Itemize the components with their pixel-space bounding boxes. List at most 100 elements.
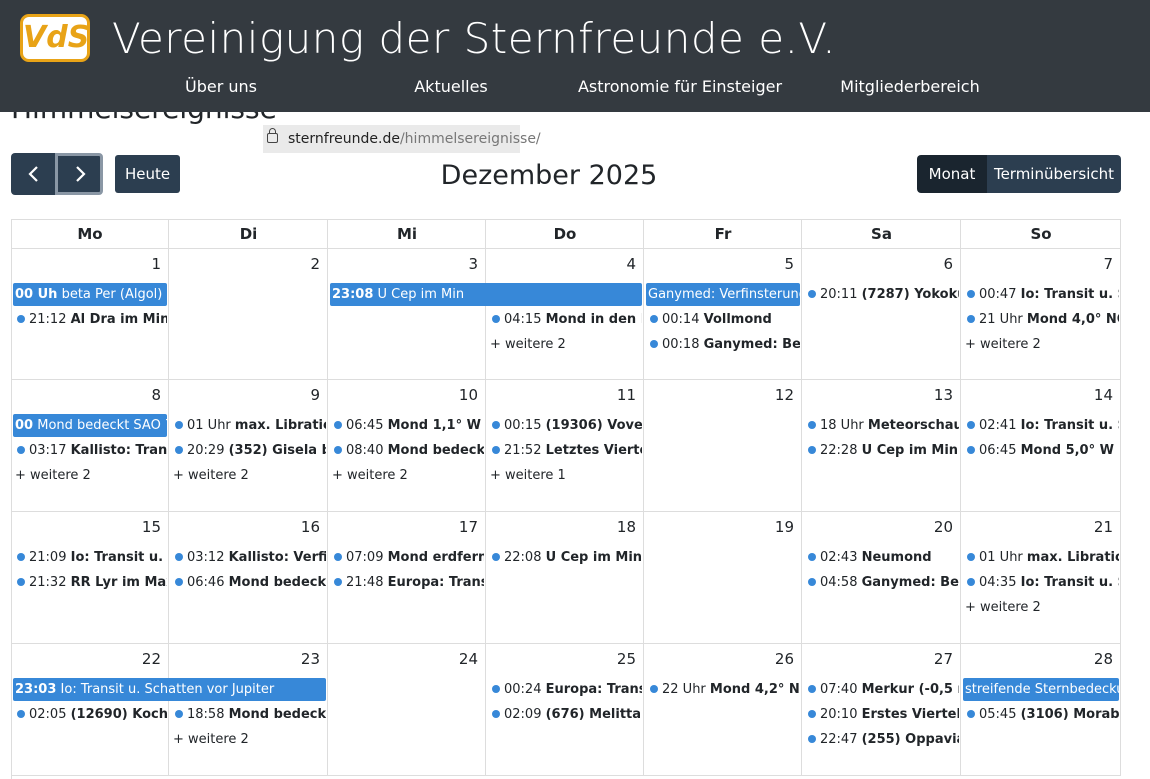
event[interactable]: 00:18 Ganymed: Bedec [650,333,800,356]
day-number[interactable]: 27 [933,650,953,668]
event[interactable]: 21:52 Letztes Viertel [492,439,642,462]
day-number[interactable]: 12 [774,386,794,404]
event[interactable]: 03:17 Kallisto: Transit [17,439,167,462]
logo[interactable]: VdS [20,14,90,62]
more-link[interactable]: + weitere 2 [965,337,1041,352]
day-cell[interactable] [961,249,1121,380]
event[interactable]: 06:45 Mond 1,1° W Re [334,414,484,437]
next-button[interactable] [55,153,103,195]
event[interactable]: 20:11 (7287) Yokokura [808,283,959,306]
more-link[interactable]: + weitere 2 [173,468,249,483]
event[interactable]: 03:12 Kallisto: Verfinst [175,546,326,569]
site-title[interactable]: Vereinigung der Sternfreunde e.V. [112,14,837,63]
event[interactable]: 21 Uhr Mond 4,0° NO [967,308,1119,331]
event-bar[interactable]: Ganymed: Verfinsterung [646,283,800,306]
day-number[interactable]: 21 [1093,518,1113,536]
event[interactable]: 04:35 Io: Transit u. Sch [967,571,1119,594]
event[interactable]: 00:15 (19306) Voves b [492,414,642,437]
event[interactable]: 22:08 U Cep im Min [492,546,642,569]
day-number[interactable]: 6 [943,255,953,273]
event[interactable]: 21:32 RR Lyr im Max [17,571,167,594]
nav-link[interactable]: Mitgliederbereich [840,77,980,96]
day-number[interactable]: 20 [933,518,953,536]
event[interactable]: 20:10 Erstes Viertel [808,703,959,726]
event-bar[interactable]: 23:03 Io: Transit u. Schatten vor Jupite… [13,678,326,701]
day-number[interactable]: 18 [616,518,636,536]
day-cell[interactable] [11,512,169,644]
event[interactable]: 04:15 Mond in den Ple [492,308,642,331]
view-button[interactable]: Terminübersicht [987,155,1121,193]
day-number[interactable]: 4 [626,255,636,273]
more-link[interactable]: + weitere 2 [490,337,566,352]
day-cell[interactable] [486,512,644,644]
day-cell[interactable] [486,380,644,512]
day-number[interactable]: 26 [774,650,794,668]
more-link[interactable]: + weitere 1 [490,468,566,483]
day-number[interactable]: 8 [151,386,161,404]
day-number[interactable]: 10 [458,386,478,404]
event[interactable]: 20:29 (352) Gisela bed [175,439,326,462]
day-cell[interactable] [644,512,802,644]
day-cell[interactable] [644,380,802,512]
event[interactable]: 18:58 Mond bedeckt e [175,703,326,726]
event[interactable]: 05:45 (3106) Morabito [967,703,1119,726]
event-bar[interactable]: streifende Sternbedeckur [963,678,1119,701]
nav-link[interactable]: Astronomie für Einsteiger [577,77,783,96]
event[interactable]: 01 Uhr max. Libration [175,414,326,437]
day-number[interactable]: 22 [141,650,161,668]
more-link[interactable]: + weitere 2 [965,600,1041,615]
day-number[interactable]: 28 [1093,650,1113,668]
event-bar[interactable]: 00 Mond bedeckt SAO 79 [13,414,167,437]
prev-button[interactable] [11,153,55,195]
event-bar[interactable]: 23:08 U Cep im Min [330,283,642,306]
day-number[interactable]: 7 [1103,255,1113,273]
event[interactable]: 18 Uhr Meteorschauer [808,414,959,437]
more-link[interactable]: + weitere 2 [332,468,408,483]
event[interactable]: 02:05 (12690) Kochimi [17,703,167,726]
day-cell[interactable] [328,380,486,512]
day-number[interactable]: 17 [458,518,478,536]
day-number[interactable]: 5 [784,255,794,273]
day-cell[interactable] [486,249,644,380]
day-number[interactable]: 1 [151,255,161,273]
day-cell[interactable] [11,380,169,512]
event[interactable]: 22:28 U Cep im Min [808,439,959,462]
event[interactable]: 22:47 (255) Oppavia b [808,728,959,751]
event[interactable]: 00:24 Europa: Transit u [492,678,642,701]
event[interactable]: 01 Uhr max. Libration [967,546,1119,569]
day-number[interactable]: 9 [310,386,320,404]
day-number[interactable]: 2 [310,255,320,273]
more-link[interactable]: + weitere 2 [15,468,91,483]
day-cell[interactable] [11,249,169,380]
day-cell[interactable] [169,380,328,512]
day-number[interactable]: 24 [458,650,478,668]
day-number[interactable]: 11 [616,386,636,404]
event[interactable]: 21:12 Al Dra im Min [17,308,167,331]
day-cell[interactable] [961,380,1121,512]
day-cell[interactable] [328,249,486,380]
day-number[interactable]: 19 [774,518,794,536]
view-button[interactable]: Monat [917,155,987,193]
day-cell[interactable] [644,249,802,380]
event[interactable]: 02:43 Neumond [808,546,959,569]
day-cell[interactable] [802,249,961,380]
more-link[interactable]: + weitere 2 [173,732,249,747]
event[interactable]: 21:09 Io: Transit u. Sch [17,546,167,569]
event[interactable]: 08:40 Mond bedeckt R [334,439,484,462]
event[interactable]: 06:45 Mond 5,0° W Sp [967,439,1119,462]
event[interactable]: 06:46 Mond bedeckt S [175,571,326,594]
event[interactable]: 00:14 Vollmond [650,308,800,331]
nav-link[interactable]: Über uns [185,77,257,96]
day-number[interactable]: 15 [141,518,161,536]
day-cell[interactable] [961,512,1121,644]
day-number[interactable]: 14 [1093,386,1113,404]
event[interactable]: 07:09 Mond erdfern, 2 [334,546,484,569]
event[interactable]: 22 Uhr Mond 4,2° NW [650,678,800,701]
event[interactable]: 02:09 (676) Melitta be [492,703,642,726]
day-number[interactable]: 13 [933,386,953,404]
day-cell[interactable] [328,512,486,644]
day-cell[interactable] [169,249,328,380]
event[interactable]: 21:48 Europa: Transit u [334,571,484,594]
day-cell[interactable] [802,380,961,512]
day-cell[interactable] [169,512,328,644]
